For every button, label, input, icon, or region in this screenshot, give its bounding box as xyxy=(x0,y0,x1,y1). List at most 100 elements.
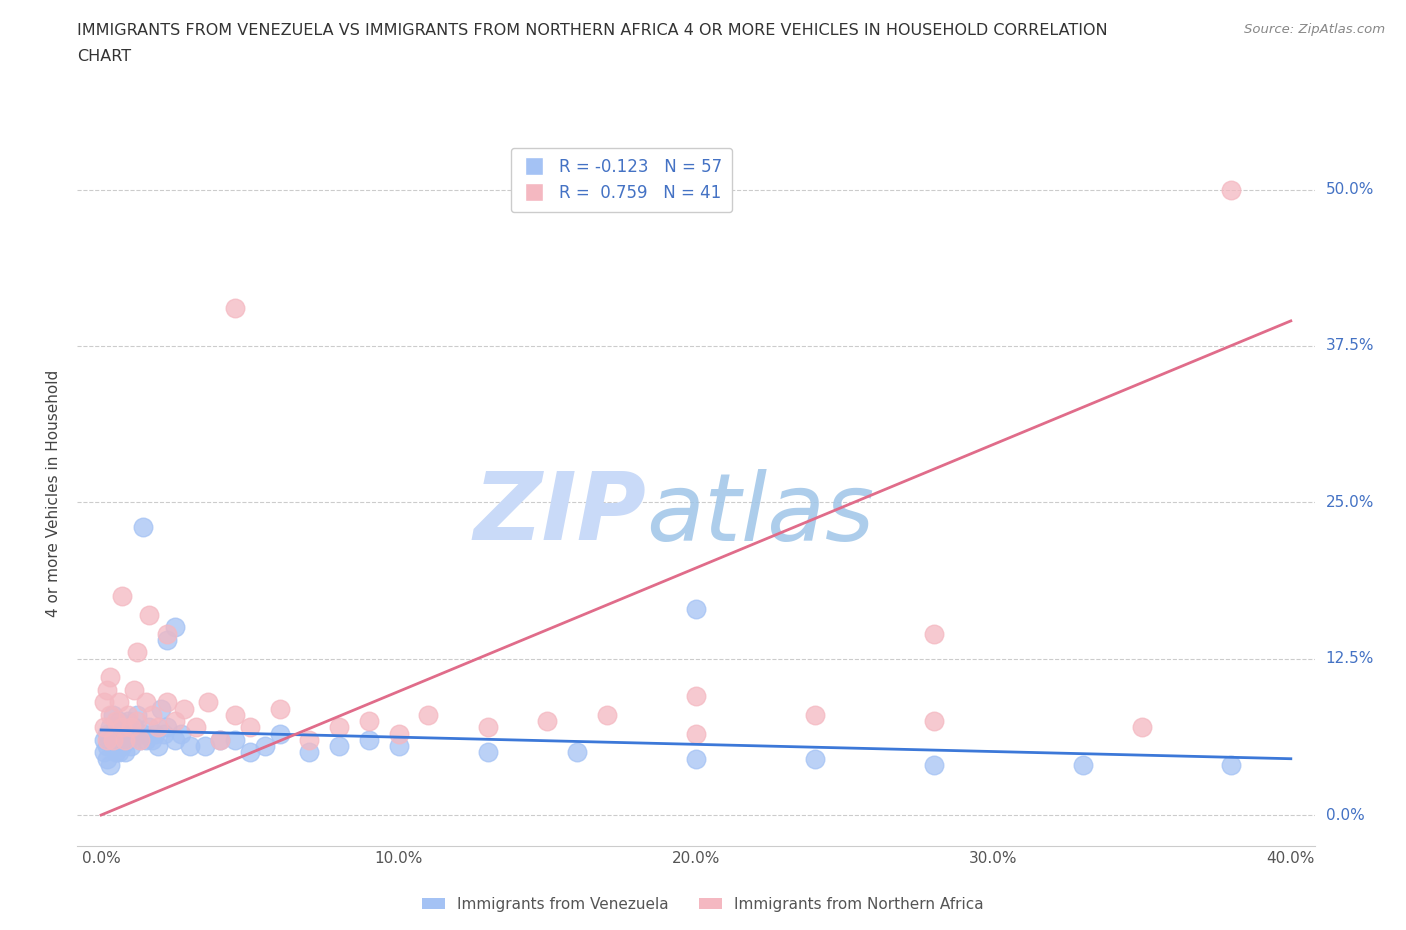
Point xyxy=(98,708,121,723)
Point xyxy=(685,689,707,704)
Point xyxy=(173,701,195,716)
Point xyxy=(98,720,121,735)
Point xyxy=(98,758,121,773)
Text: atlas: atlas xyxy=(647,469,875,560)
Point xyxy=(197,695,219,710)
Point xyxy=(96,683,118,698)
Point xyxy=(93,733,115,748)
Point xyxy=(224,301,246,316)
Point xyxy=(117,713,139,728)
Point xyxy=(111,589,134,604)
Point xyxy=(96,726,118,741)
Point xyxy=(209,733,232,748)
Point xyxy=(239,745,262,760)
Point xyxy=(114,733,136,748)
Point xyxy=(101,726,124,741)
Point xyxy=(96,738,118,753)
Point xyxy=(111,738,134,753)
Point xyxy=(93,695,115,710)
Point xyxy=(357,713,380,728)
Point xyxy=(1130,720,1153,735)
Point xyxy=(155,626,177,641)
Point xyxy=(105,720,127,735)
Point xyxy=(101,733,124,748)
Point xyxy=(108,745,131,760)
Point xyxy=(108,695,131,710)
Point xyxy=(122,720,145,735)
Point xyxy=(165,620,187,635)
Point xyxy=(536,713,558,728)
Point xyxy=(186,720,208,735)
Point xyxy=(120,738,142,753)
Point xyxy=(120,726,142,741)
Point xyxy=(194,738,217,753)
Point xyxy=(328,720,350,735)
Point xyxy=(132,726,155,741)
Point xyxy=(685,726,707,741)
Point xyxy=(357,733,380,748)
Point xyxy=(328,738,350,753)
Point xyxy=(114,726,136,741)
Point xyxy=(141,708,163,723)
Point xyxy=(101,708,124,723)
Point xyxy=(387,738,409,753)
Point xyxy=(922,758,945,773)
Point xyxy=(128,733,150,748)
Point xyxy=(120,720,142,735)
Point xyxy=(114,745,136,760)
Legend: R = -0.123   N = 57, R =  0.759   N = 41: R = -0.123 N = 57, R = 0.759 N = 41 xyxy=(510,148,733,212)
Point xyxy=(209,733,232,748)
Point xyxy=(143,726,166,741)
Point xyxy=(122,683,145,698)
Point xyxy=(565,745,588,760)
Point xyxy=(128,733,150,748)
Point xyxy=(804,751,827,766)
Point xyxy=(179,738,201,753)
Point xyxy=(922,713,945,728)
Point xyxy=(135,733,157,748)
Point xyxy=(98,733,121,748)
Point xyxy=(155,720,177,735)
Point xyxy=(125,713,148,728)
Point xyxy=(253,738,276,753)
Text: IMMIGRANTS FROM VENEZUELA VS IMMIGRANTS FROM NORTHERN AFRICA 4 OR MORE VEHICLES : IMMIGRANTS FROM VENEZUELA VS IMMIGRANTS … xyxy=(77,23,1108,38)
Point xyxy=(105,713,127,728)
Point xyxy=(165,713,187,728)
Text: 0.0%: 0.0% xyxy=(1326,807,1364,822)
Text: 25.0%: 25.0% xyxy=(1326,495,1374,510)
Point xyxy=(135,695,157,710)
Point xyxy=(132,520,155,535)
Point xyxy=(165,733,187,748)
Point xyxy=(269,726,291,741)
Point xyxy=(105,745,127,760)
Point xyxy=(141,733,163,748)
Point xyxy=(596,708,619,723)
Y-axis label: 4 or more Vehicles in Household: 4 or more Vehicles in Household xyxy=(46,369,62,617)
Legend: Immigrants from Venezuela, Immigrants from Northern Africa: Immigrants from Venezuela, Immigrants fr… xyxy=(416,891,990,918)
Point xyxy=(298,733,321,748)
Point xyxy=(96,751,118,766)
Point xyxy=(117,708,139,723)
Point xyxy=(117,733,139,748)
Point xyxy=(146,720,169,735)
Text: 12.5%: 12.5% xyxy=(1326,651,1374,666)
Point xyxy=(125,645,148,660)
Point xyxy=(111,720,134,735)
Point xyxy=(1071,758,1094,773)
Point xyxy=(93,745,115,760)
Point xyxy=(804,708,827,723)
Point xyxy=(269,701,291,716)
Text: 50.0%: 50.0% xyxy=(1326,182,1374,197)
Text: 37.5%: 37.5% xyxy=(1326,339,1374,353)
Point xyxy=(685,601,707,616)
Point xyxy=(101,738,124,753)
Point xyxy=(138,607,160,622)
Point xyxy=(685,751,707,766)
Point xyxy=(418,708,440,723)
Point xyxy=(152,726,174,741)
Point xyxy=(477,720,499,735)
Point xyxy=(387,726,409,741)
Point xyxy=(108,713,131,728)
Point xyxy=(239,720,262,735)
Point xyxy=(125,708,148,723)
